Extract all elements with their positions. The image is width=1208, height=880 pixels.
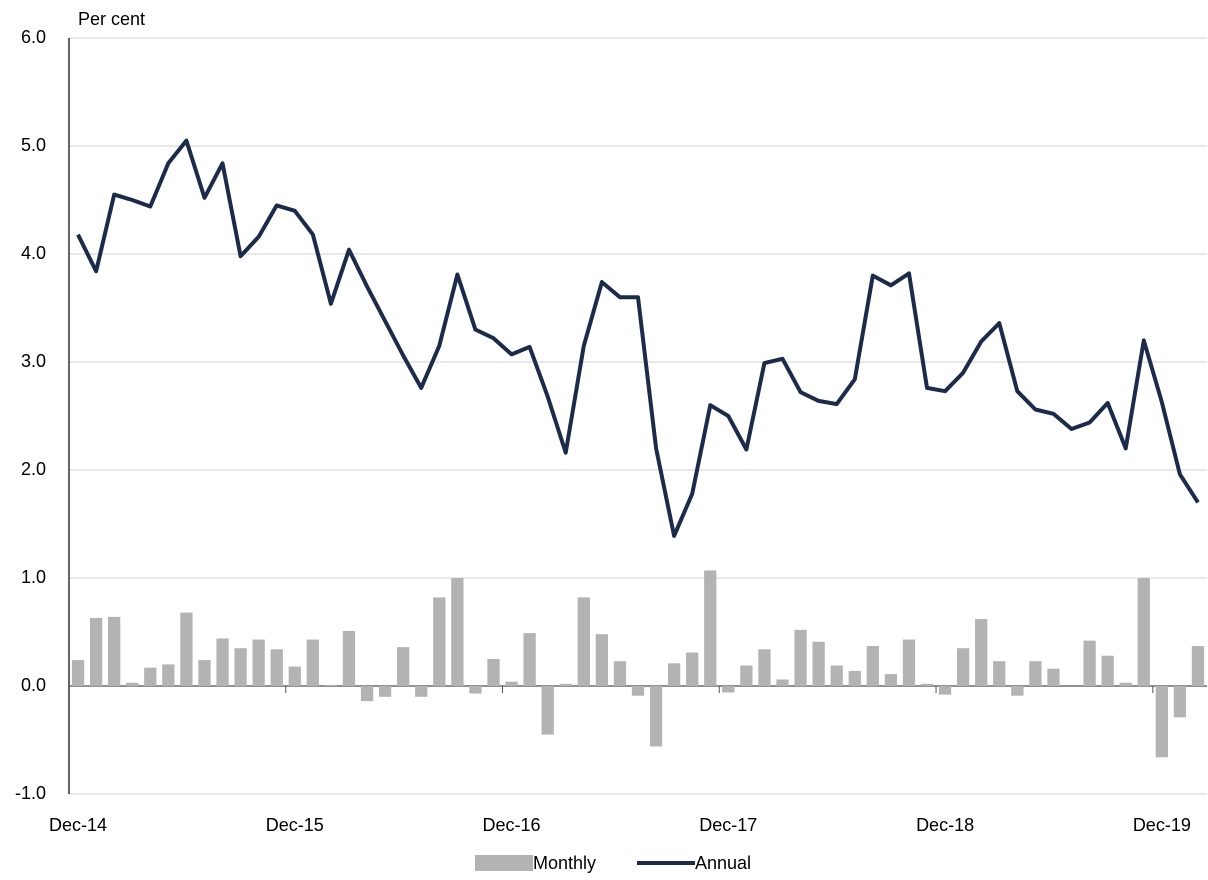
bar xyxy=(144,667,157,686)
bar xyxy=(523,633,536,686)
bar xyxy=(686,652,699,686)
bar xyxy=(794,629,807,686)
x-tick-label: Dec-18 xyxy=(916,815,974,835)
bar xyxy=(451,578,464,686)
bar xyxy=(667,663,681,686)
bar xyxy=(469,686,482,694)
bar xyxy=(306,639,319,686)
bar xyxy=(360,686,374,702)
bar xyxy=(1137,578,1150,686)
bar xyxy=(722,686,735,693)
bar xyxy=(559,683,572,686)
bar xyxy=(866,646,879,686)
x-tick-label: Dec-16 xyxy=(483,815,541,835)
bar xyxy=(270,649,283,686)
bar xyxy=(1119,682,1132,686)
bar xyxy=(776,679,789,686)
bar xyxy=(71,660,85,686)
bar xyxy=(613,661,627,686)
bar xyxy=(1083,640,1096,686)
bar xyxy=(180,612,193,686)
bar xyxy=(1155,686,1168,758)
bar xyxy=(108,616,121,686)
bar xyxy=(397,647,410,686)
bar xyxy=(541,686,554,735)
bar xyxy=(288,666,301,686)
y-tick-label: 6.0 xyxy=(21,27,46,47)
y-tick-label: 1.0 xyxy=(21,567,46,587)
y-tick-label: 5.0 xyxy=(21,135,46,155)
bar xyxy=(378,686,392,697)
bar xyxy=(812,641,825,686)
x-tick-label: Dec-14 xyxy=(49,815,107,835)
bar xyxy=(1011,686,1024,696)
bar xyxy=(234,648,247,686)
bar xyxy=(758,649,771,686)
bar xyxy=(920,683,934,686)
bar xyxy=(848,670,861,686)
bar xyxy=(324,684,338,686)
x-tick-label: Dec-19 xyxy=(1133,815,1191,835)
bar xyxy=(740,665,753,686)
bar xyxy=(198,660,211,686)
bar xyxy=(631,686,645,696)
y-axis-label: Per cent xyxy=(78,9,145,29)
bar xyxy=(162,664,175,686)
bar xyxy=(830,665,843,686)
bar xyxy=(577,597,590,686)
bar xyxy=(1047,668,1060,686)
bar xyxy=(649,686,663,747)
x-tick-label: Dec-17 xyxy=(699,815,757,835)
bar xyxy=(252,639,265,686)
bar xyxy=(938,686,952,695)
line xyxy=(76,138,1200,538)
legend-label: Annual xyxy=(695,853,751,873)
bar xyxy=(902,639,916,686)
y-tick-label: 0.0 xyxy=(21,675,46,695)
legend-swatch xyxy=(475,855,533,871)
y-tick-label: 4.0 xyxy=(21,243,46,263)
bar xyxy=(433,597,446,686)
bar xyxy=(415,686,428,697)
bar xyxy=(884,674,898,686)
x-tick-label: Dec-15 xyxy=(266,815,324,835)
bar xyxy=(595,634,609,686)
y-tick-label: 3.0 xyxy=(21,351,46,371)
bar xyxy=(89,617,103,686)
bar xyxy=(1029,661,1042,686)
bar xyxy=(975,619,988,686)
bar xyxy=(487,659,500,686)
bar xyxy=(342,630,356,686)
bar xyxy=(957,648,970,686)
y-tick-label: -1.0 xyxy=(15,783,46,803)
bar xyxy=(704,570,717,686)
bar xyxy=(126,682,139,686)
bar xyxy=(505,681,518,686)
bar xyxy=(1101,655,1114,686)
bar xyxy=(216,638,229,686)
bar xyxy=(993,661,1006,686)
bar xyxy=(1173,686,1187,718)
bar xyxy=(1191,646,1205,686)
legend-label: Monthly xyxy=(533,853,596,873)
y-tick-label: 2.0 xyxy=(21,459,46,479)
